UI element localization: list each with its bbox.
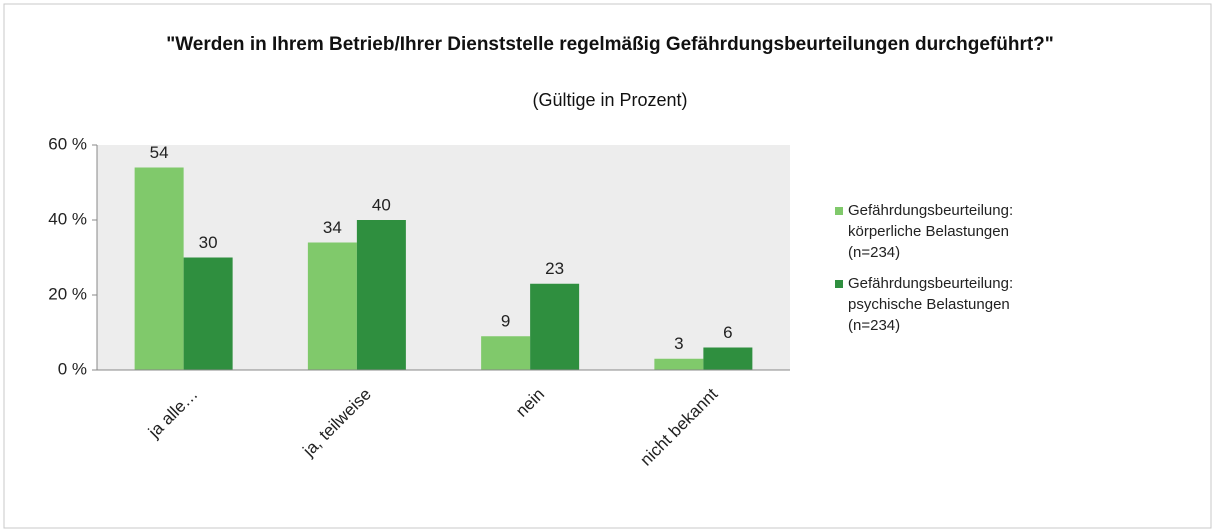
y-tick-label: 60 % xyxy=(48,134,87,153)
bar xyxy=(481,336,531,370)
x-tick-label: ja, teilweise xyxy=(299,385,375,461)
value-label: 23 xyxy=(545,259,564,278)
x-tick-label: nein xyxy=(512,385,548,421)
legend-swatch xyxy=(835,207,843,215)
legend: Gefährdungsbeurteilung: körperliche Bela… xyxy=(835,200,1035,346)
value-label: 3 xyxy=(674,334,683,353)
bar xyxy=(134,167,184,370)
y-tick-label: 40 % xyxy=(48,209,87,228)
value-label: 6 xyxy=(723,323,732,342)
chart-subtitle: (Gültige in Prozent) xyxy=(532,90,688,110)
y-tick-label: 0 % xyxy=(58,359,87,378)
value-label: 34 xyxy=(323,218,342,237)
bar xyxy=(356,220,406,370)
legend-item: Gefährdungsbeurteilung: körperliche Bela… xyxy=(835,200,1035,263)
value-label: 40 xyxy=(372,195,391,214)
y-tick-label: 20 % xyxy=(48,284,87,303)
bar xyxy=(654,358,704,370)
value-label: 54 xyxy=(150,143,169,162)
bar xyxy=(530,283,580,370)
legend-swatch xyxy=(835,280,843,288)
bar xyxy=(183,257,233,370)
x-tick-label: nicht bekannt xyxy=(636,384,721,469)
bar xyxy=(703,347,753,370)
bar xyxy=(307,242,357,370)
x-tick-label: ja alle… xyxy=(144,385,202,443)
chart-title: "Werden in Ihrem Betrieb/Ihrer Dienstste… xyxy=(166,34,1054,55)
value-label: 30 xyxy=(199,233,218,252)
legend-label: Gefährdungsbeurteilung: psychische Belas… xyxy=(848,275,1014,334)
frame xyxy=(3,3,1212,529)
legend-label: Gefährdungsbeurteilung: körperliche Bela… xyxy=(848,202,1014,261)
legend-item: Gefährdungsbeurteilung: psychische Belas… xyxy=(835,273,1035,336)
value-label: 9 xyxy=(501,312,510,331)
